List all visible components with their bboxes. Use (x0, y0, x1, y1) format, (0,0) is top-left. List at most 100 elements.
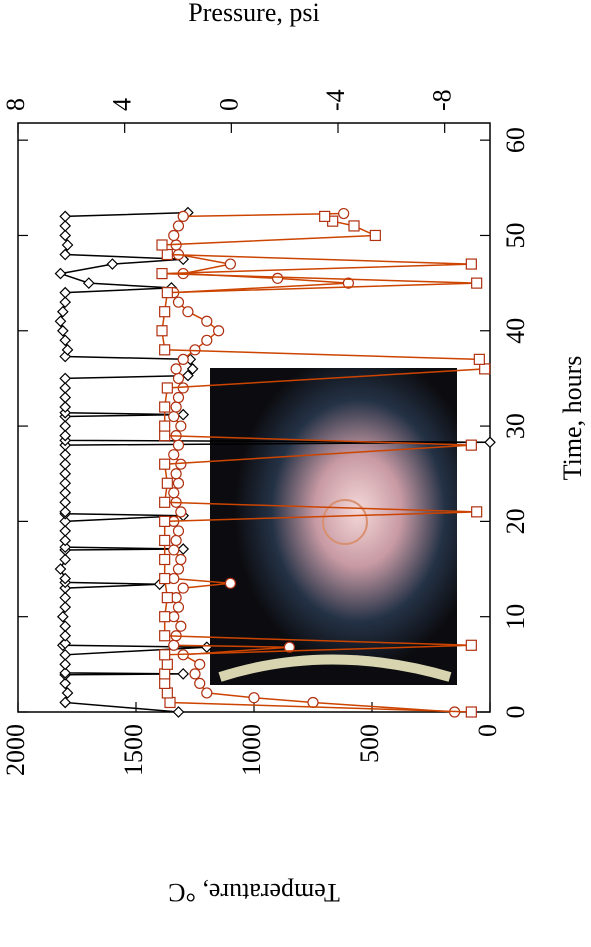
circle-marker (201, 334, 213, 346)
diamond-marker (59, 391, 72, 404)
square-marker (319, 210, 331, 223)
diamond-marker (172, 706, 185, 718)
diamond-marker (153, 578, 166, 591)
circle-marker (172, 477, 185, 489)
diamond-marker (56, 324, 69, 337)
square-marker (465, 706, 477, 718)
diamond-marker (177, 543, 190, 555)
x-tick-label: 60 (501, 127, 530, 153)
circle-marker (168, 229, 180, 242)
diamond-marker (59, 601, 72, 614)
diamond-marker (59, 525, 72, 537)
circle-marker (338, 207, 350, 220)
diamond-marker (59, 382, 72, 394)
square-marker (159, 611, 171, 623)
diamond-marker (59, 448, 72, 461)
y-tick-label: 2000 (1, 724, 30, 776)
square-marker (159, 572, 171, 585)
circle-marker (307, 696, 319, 709)
square-marker (465, 639, 477, 651)
circle-marker (175, 553, 187, 566)
circle-marker (283, 641, 295, 653)
diamond-marker (177, 408, 190, 421)
diamond-marker (59, 553, 72, 566)
square-marker (159, 458, 171, 470)
circle-marker (175, 506, 187, 518)
diamond-marker (61, 239, 74, 251)
diamond-marker (59, 572, 72, 585)
diamond-marker (61, 687, 74, 699)
square-marker (156, 325, 168, 337)
square-marker (369, 229, 381, 242)
circle-marker (168, 639, 180, 651)
diamond-marker (59, 591, 72, 604)
square-marker (161, 687, 173, 699)
diamond-marker (59, 496, 72, 509)
y-tick-label: 500 (355, 724, 384, 763)
diamond-marker (59, 458, 72, 471)
circle-marker (201, 687, 213, 699)
diamond-marker (59, 515, 72, 528)
x-tick-label: 0 (501, 706, 530, 719)
square-marker (471, 277, 483, 289)
y2-tick-label: -4 (321, 89, 350, 111)
diamond-marker (59, 658, 72, 671)
square-marker (159, 306, 171, 318)
diamond-marker (59, 629, 72, 642)
square-marker (159, 668, 171, 680)
circle-marker (182, 306, 194, 318)
circle-marker (172, 525, 185, 537)
diamond-marker (54, 563, 67, 575)
diamond-marker (59, 350, 72, 363)
circle-marker (224, 258, 236, 270)
square-marker (161, 287, 173, 299)
diamond-marker (59, 401, 72, 413)
diamond-marker (59, 334, 72, 347)
x-tick-label: 10 (501, 604, 530, 630)
diamond-marker (59, 286, 72, 299)
diamond-marker (484, 436, 496, 449)
x-axis-title: Time, hours (558, 356, 587, 481)
diamond-marker (54, 315, 67, 328)
diamond-marker (106, 258, 119, 270)
circle-marker (172, 439, 185, 451)
photo-ring (322, 499, 368, 545)
diamond-marker (59, 486, 72, 499)
diamond-marker (59, 467, 72, 480)
x-tick-label: 20 (501, 508, 530, 534)
x-tick-label: 50 (501, 222, 530, 248)
diamond-marker (59, 696, 72, 709)
square-marker (164, 696, 176, 709)
square-marker (159, 553, 171, 566)
square-marker (156, 239, 168, 251)
circle-marker (172, 601, 185, 613)
square-marker (159, 649, 171, 661)
diamond-marker (186, 363, 199, 375)
circle-marker (172, 563, 185, 575)
square-marker (161, 658, 173, 670)
diamond-marker (59, 229, 72, 242)
diamond-marker (59, 637, 72, 650)
diamond-marker (59, 220, 72, 232)
y-tick-label: 0 (473, 724, 502, 737)
square-marker (161, 477, 173, 489)
y2-axis-title: Pressure, psi (188, 0, 319, 27)
square-marker (471, 506, 483, 518)
square-marker (159, 420, 171, 432)
diamond-marker (200, 641, 213, 654)
square-marker (159, 534, 171, 547)
diamond-marker (59, 648, 72, 661)
circle-marker (248, 692, 260, 704)
square-marker (159, 344, 171, 356)
circle-marker (213, 325, 225, 337)
square-marker (159, 430, 171, 442)
square-marker (479, 363, 491, 375)
circle-marker (189, 668, 201, 680)
circle-marker (172, 391, 185, 404)
square-marker (465, 258, 477, 270)
diamond-marker (59, 534, 72, 547)
diamond-marker (56, 610, 69, 623)
circle-marker (170, 534, 182, 547)
circle-marker (170, 468, 182, 480)
y-axis-title: Temperature, °C (168, 878, 340, 907)
